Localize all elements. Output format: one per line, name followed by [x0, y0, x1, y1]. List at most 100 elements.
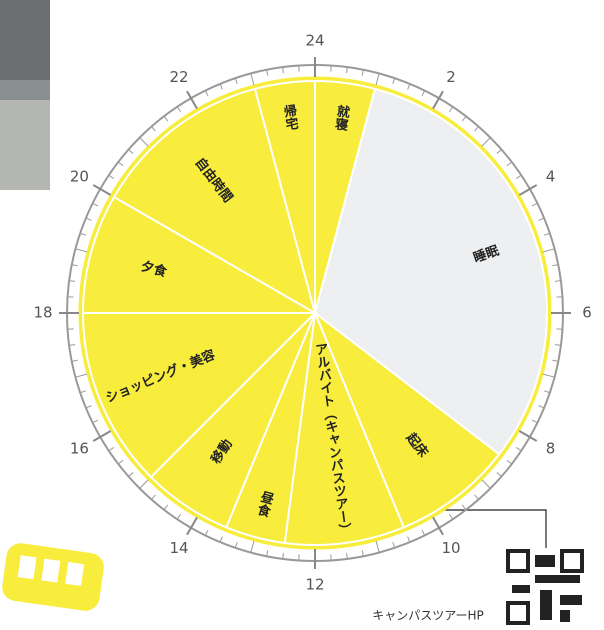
slice-label: 帰宅: [280, 103, 299, 133]
minor-tick: [266, 69, 269, 76]
minor-tick: [538, 405, 545, 409]
minor-tick: [151, 494, 156, 500]
minor-tick: [176, 513, 181, 520]
minor-tick: [80, 390, 87, 394]
minor-tick: [361, 69, 364, 76]
minor-tick: [552, 264, 559, 267]
segments: 就寝睡眠起床アルバイト（キャンパスツアー）昼食移動ショッピング・美容夕食自由時間…: [81, 79, 548, 546]
hour-tick: [432, 90, 444, 110]
minor-tick: [515, 447, 522, 452]
minor-tick: [461, 115, 467, 122]
hour-label: 12: [305, 576, 324, 594]
minor-tick: [392, 78, 396, 85]
minor-tick: [234, 78, 238, 85]
hour-label: 6: [582, 304, 592, 322]
minor-tick: [176, 106, 181, 113]
pie-slice: [253, 79, 316, 314]
qr-code: [505, 548, 585, 626]
minor-tick: [69, 280, 76, 282]
minor-tick: [250, 540, 255, 553]
minor-tick: [542, 248, 555, 253]
minor-tick: [139, 479, 149, 489]
minor-tick: [117, 161, 124, 167]
minor-tick: [361, 550, 364, 557]
hour-label: 10: [441, 539, 460, 557]
hour-label: 20: [70, 168, 89, 186]
minor-tick: [542, 373, 555, 378]
minor-tick: [407, 83, 411, 90]
minor-tick: [75, 248, 88, 253]
slice-label: 睡眠: [471, 243, 501, 267]
minor-tick: [421, 90, 426, 97]
minor-tick: [266, 550, 269, 557]
minor-tick: [117, 459, 124, 465]
minor-tick: [496, 149, 502, 154]
minor-tick: [531, 419, 538, 424]
minor-tick: [204, 529, 209, 536]
minor-tick: [481, 479, 491, 489]
minor-tick: [85, 217, 92, 221]
hour-label: 14: [169, 539, 188, 557]
minor-tick: [282, 67, 284, 74]
minor-tick: [554, 280, 561, 282]
minor-tick: [92, 419, 99, 424]
minor-tick: [481, 137, 491, 147]
minor-tick: [151, 126, 156, 132]
minor-tick: [506, 459, 513, 465]
minor-tick: [552, 359, 559, 362]
minor-tick: [375, 73, 380, 86]
photo-ground: [0, 100, 50, 190]
minor-tick: [219, 83, 223, 90]
hour-tick: [518, 184, 538, 196]
minor-tick: [449, 106, 454, 113]
minor-tick: [108, 447, 115, 452]
minor-tick: [474, 494, 479, 500]
annotation: キャンパスツアーHP: [372, 609, 484, 623]
hour-tick: [92, 430, 112, 442]
minor-tick: [163, 115, 169, 122]
minor-tick: [543, 390, 550, 394]
minor-tick: [71, 264, 78, 267]
minor-tick: [219, 536, 223, 543]
minor-tick: [204, 90, 209, 97]
hour-tick: [92, 184, 112, 196]
minor-tick: [538, 217, 545, 221]
minor-tick: [250, 73, 255, 86]
minor-tick: [496, 472, 502, 477]
minor-tick: [506, 161, 513, 167]
minor-tick: [515, 174, 522, 179]
pie-slice: [312, 309, 501, 529]
hour-tick: [518, 430, 538, 442]
hour-label: 2: [446, 68, 456, 86]
pie-slice: [112, 87, 317, 316]
minor-tick: [346, 67, 348, 74]
minor-tick: [139, 137, 149, 147]
minor-tick: [92, 202, 99, 207]
photo-building: [0, 0, 50, 80]
hour-tick: [186, 90, 198, 110]
slice-label: 就寝: [331, 103, 350, 133]
minor-tick: [234, 541, 238, 548]
hour-label: 18: [33, 304, 52, 322]
minor-tick: [346, 552, 348, 559]
train-icon: [2, 543, 104, 611]
minor-tick: [71, 359, 78, 362]
minor-tick: [375, 540, 380, 553]
minor-tick: [75, 373, 88, 378]
minor-tick: [474, 126, 479, 132]
minor-tick: [69, 344, 76, 346]
pie-slice: [81, 312, 318, 479]
hour-label: 4: [546, 168, 556, 186]
minor-tick: [80, 232, 87, 236]
minor-tick: [543, 232, 550, 236]
minor-tick: [128, 472, 134, 477]
pie-slice: [81, 195, 319, 314]
hour-label: 24: [305, 32, 324, 50]
minor-tick: [407, 536, 411, 543]
minor-tick: [449, 513, 454, 520]
slice-label: 夕食: [139, 258, 169, 280]
outer-ring: [78, 76, 552, 550]
hour-label: 22: [169, 68, 188, 86]
